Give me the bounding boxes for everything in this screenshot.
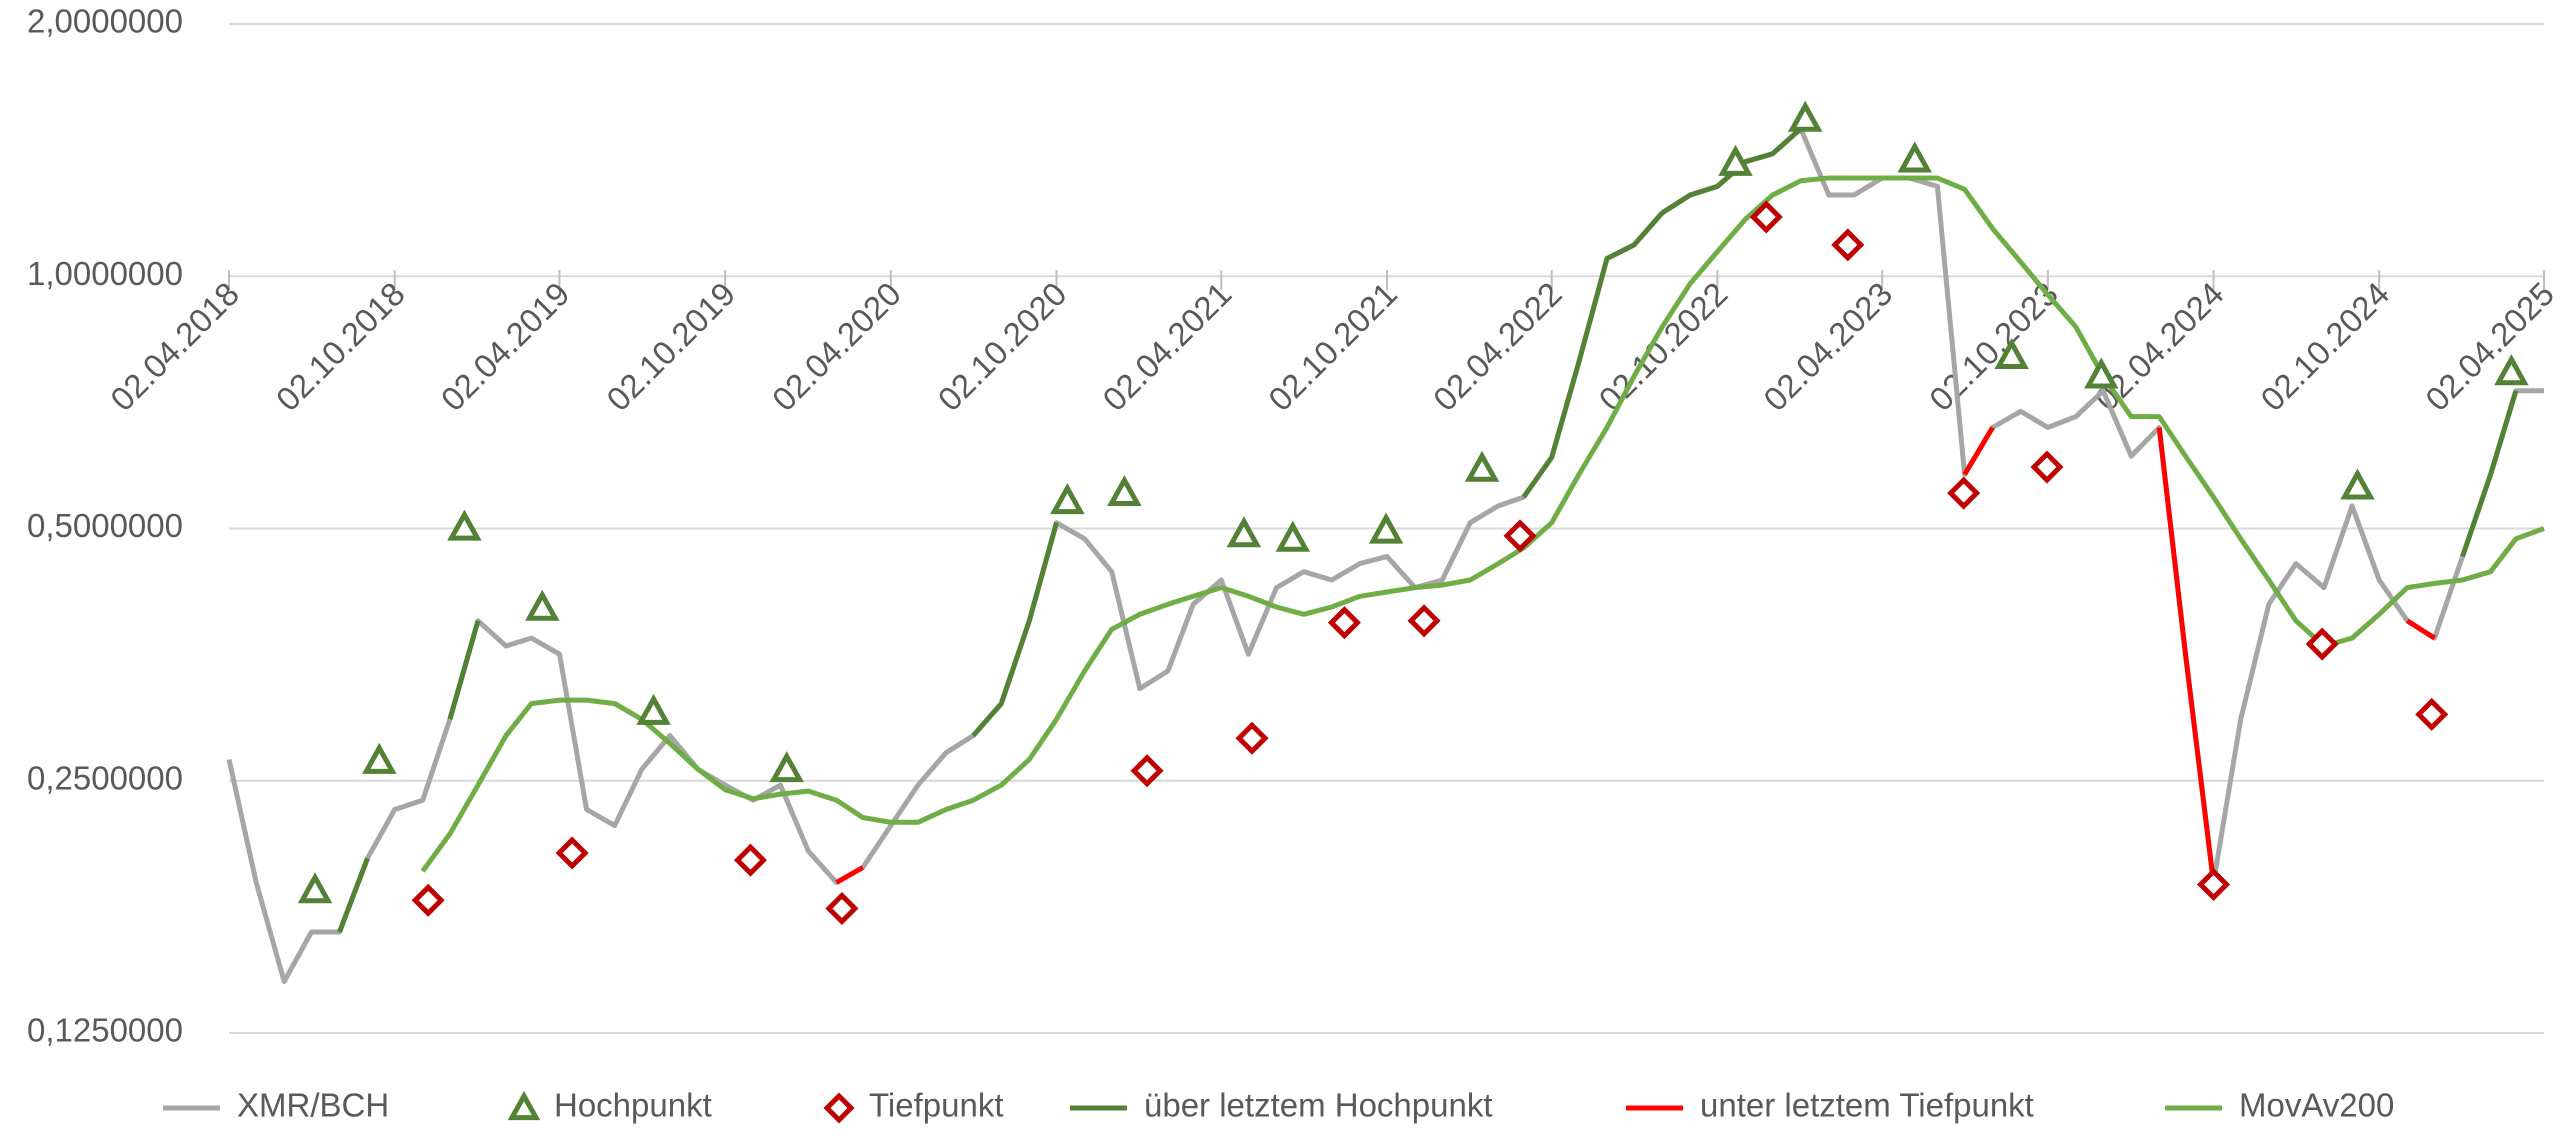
legend-marker xyxy=(823,1092,855,1124)
diamond-marker xyxy=(825,891,859,926)
x-tick-label: 02.10.2023 xyxy=(1922,275,2065,418)
diamond-marker xyxy=(1947,476,1981,510)
diamond-marker xyxy=(1749,200,1783,234)
line-series xyxy=(420,175,2545,873)
legend-label: über letztem Hochpunkt xyxy=(1144,1087,1493,1124)
triangle-marker xyxy=(362,742,397,774)
diamond-marker xyxy=(1503,519,1537,553)
diamond-marker xyxy=(1130,754,1164,788)
diamond-marker xyxy=(2415,697,2449,731)
y-tick-label: 2,0000000 xyxy=(27,3,183,40)
triangle-marker xyxy=(769,751,804,783)
triangle-marker xyxy=(2340,468,2375,500)
triangle-marker xyxy=(1897,141,1933,173)
triangle-marker xyxy=(1050,483,1085,515)
x-tick-label: 02.04.2019 xyxy=(434,275,577,418)
triangle-marker xyxy=(1718,144,1753,176)
triangle-marker xyxy=(297,872,333,904)
x-tick-label: 02.10.2018 xyxy=(269,275,412,418)
x-tick-label: 02.10.2020 xyxy=(931,275,1074,418)
diamond-marker xyxy=(1831,228,1865,262)
y-tick-label: 1,0000000 xyxy=(27,255,183,292)
legend-label: MovAv200 xyxy=(2239,1087,2394,1124)
x-tick-label: 02.10.2024 xyxy=(2253,275,2396,418)
x-tick-label: 02.04.2023 xyxy=(1756,275,1899,418)
x-tick-label: 02.04.2020 xyxy=(765,275,908,418)
legend-marker xyxy=(507,1090,541,1121)
diamond-marker xyxy=(733,843,768,877)
triangle-marker xyxy=(447,509,482,541)
triangle-marker xyxy=(1464,450,1500,482)
y-tick-label: 0,5000000 xyxy=(27,507,183,544)
legend-label: XMR/BCH xyxy=(237,1087,389,1124)
legend-label: Tiefpunkt xyxy=(869,1087,1004,1124)
legend-label: Hochpunkt xyxy=(554,1087,712,1124)
x-tick-label: 02.10.2022 xyxy=(1592,275,1735,418)
triangle-marker xyxy=(1107,475,1142,507)
x-tick-label: 02.04.2018 xyxy=(103,275,246,418)
diamond-marker xyxy=(1327,606,1361,640)
diamond-marker xyxy=(2030,450,2064,484)
triangle-marker xyxy=(2084,357,2119,389)
x-tick-label: 02.04.2025 xyxy=(2418,275,2561,418)
triangle-marker xyxy=(1994,337,2029,369)
triangle-marker xyxy=(1226,516,1262,548)
x-tick-label: 02.10.2021 xyxy=(1261,275,1404,418)
triangle-marker xyxy=(636,693,671,725)
diamond-marker xyxy=(2305,627,2339,661)
legend-label: unter letztem Tiefpunkt xyxy=(1700,1087,2034,1124)
triangle-marker xyxy=(1275,520,1311,552)
triangle-marker xyxy=(1368,512,1404,544)
diamond-marker xyxy=(1407,604,1441,638)
y-tick-label: 0,2500000 xyxy=(27,759,183,796)
triangle-marker xyxy=(525,589,560,621)
x-tick-label: 02.04.2022 xyxy=(1426,275,1569,418)
line-series xyxy=(337,126,2519,933)
diamond-marker xyxy=(2197,867,2231,902)
x-tick-label: 02.10.2019 xyxy=(599,275,742,418)
x-tick-label: 02.04.2024 xyxy=(2088,275,2231,418)
diamond-marker xyxy=(1235,721,1269,755)
diamond-marker xyxy=(411,883,445,917)
x-tick-label: 02.04.2021 xyxy=(1095,275,1238,418)
line-series xyxy=(835,426,2436,885)
triangle-marker xyxy=(2494,354,2529,386)
y-tick-label: 0,1250000 xyxy=(27,1012,183,1049)
triangle-marker xyxy=(1787,100,1823,132)
diamond-marker xyxy=(555,836,589,870)
